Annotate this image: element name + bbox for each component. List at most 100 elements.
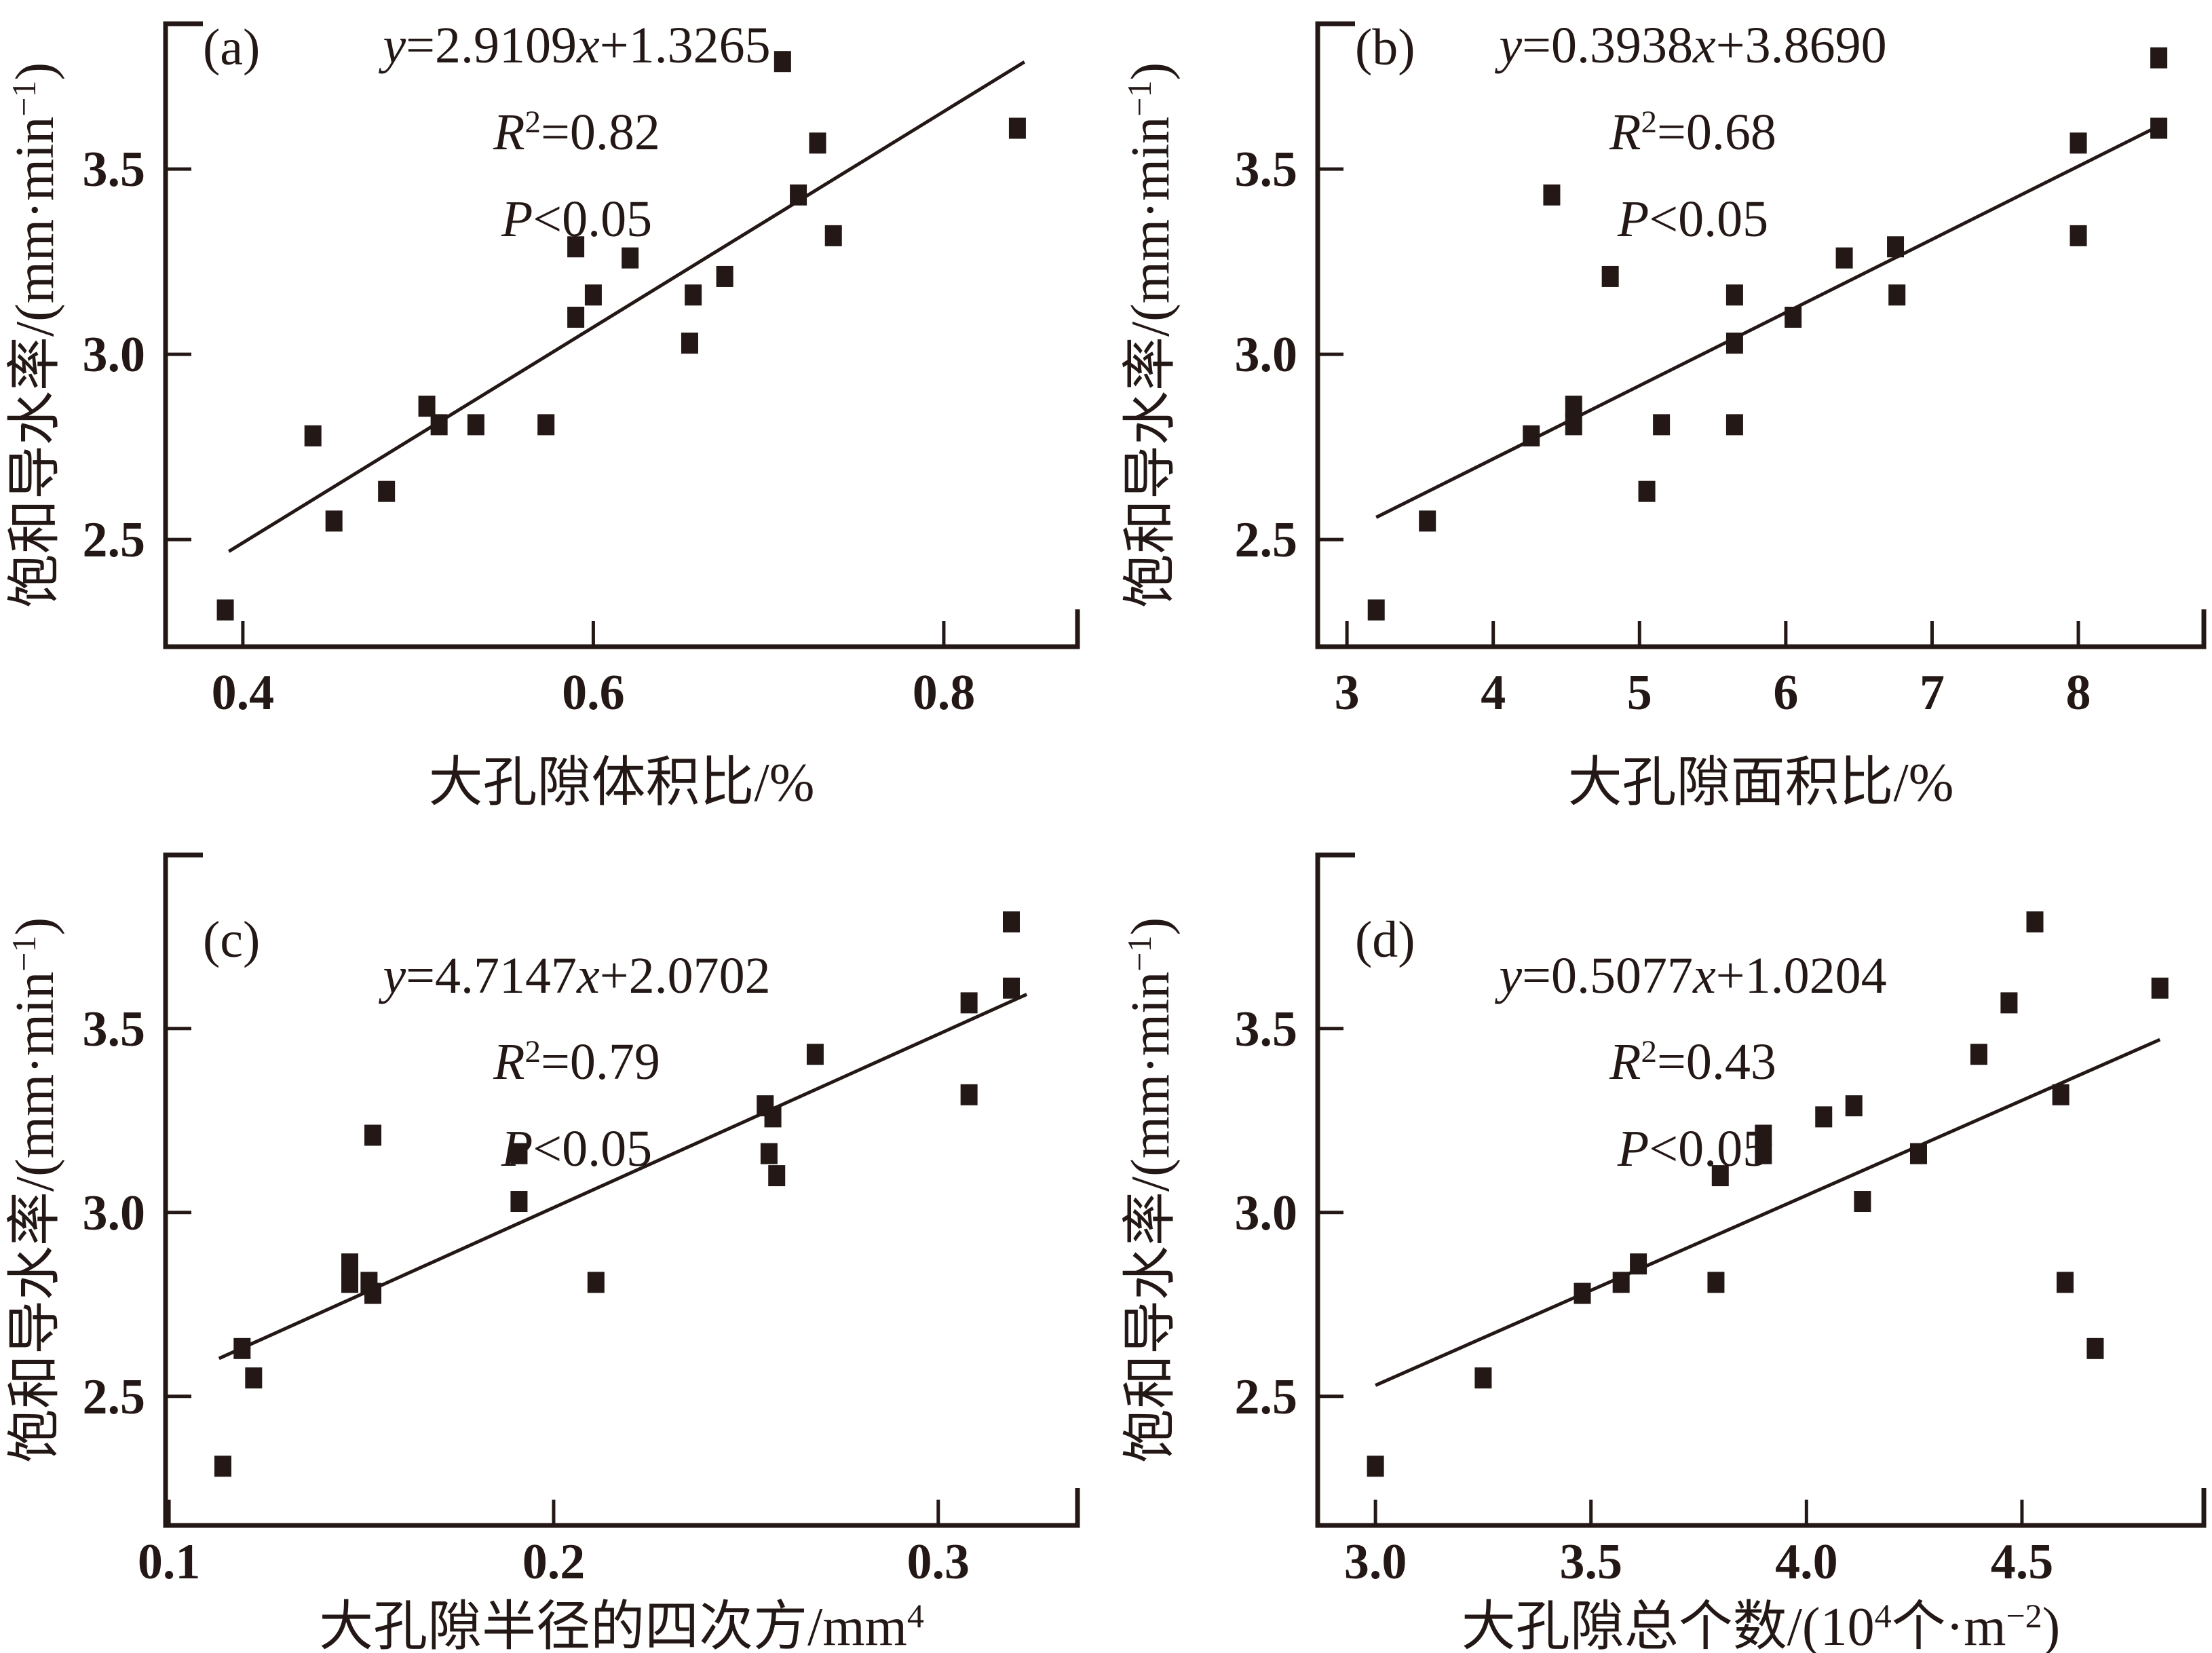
tick-marks [1318, 167, 2080, 647]
data-point [1815, 1106, 1833, 1128]
svg-text:3.0: 3.0 [1235, 1185, 1298, 1241]
svg-text:3: 3 [1335, 665, 1360, 721]
data-point [1909, 1143, 1927, 1164]
trend-line [1375, 1038, 2161, 1387]
y-tick-labels: 2.5 3.0 3.5 [83, 142, 146, 568]
x-tick-labels: 0.4 0.6 0.8 [212, 665, 976, 721]
svg-text:2.5: 2.5 [83, 512, 146, 568]
y-axis-title: 饱和导水率/(mm·min−1) [1120, 917, 1181, 1463]
data-point [214, 1456, 231, 1477]
data-point [806, 1044, 824, 1065]
data-point [567, 307, 585, 328]
data-point [2150, 47, 2168, 69]
data-point [1755, 1143, 1772, 1164]
x-axis-title: 大孔隙半径的四次方/mm4 [319, 1597, 924, 1653]
scatter-points [1367, 911, 2169, 1477]
p-value-text: P<0.05 [1617, 191, 1768, 248]
data-point [824, 225, 842, 246]
y-axis-title: 饱和导水率/(mm·min−1) [5, 62, 65, 608]
data-point [304, 425, 322, 446]
data-point [341, 1253, 359, 1275]
data-point [1565, 414, 1582, 436]
data-point [1612, 1272, 1630, 1293]
data-point [1887, 236, 1905, 258]
r-squared-text: R2=0.79 [493, 1033, 660, 1090]
svg-text:3.5: 3.5 [83, 142, 146, 197]
x-axis-title: 大孔隙总个数/(104个·m−2) [1462, 1597, 2061, 1653]
equation-text: y=2.9109x+1.3265 [378, 17, 770, 74]
data-point [510, 1191, 528, 1213]
data-point [418, 396, 436, 417]
data-point [2086, 1337, 2104, 1359]
data-point [1419, 510, 1436, 532]
trend-line [218, 993, 1028, 1361]
r-squared-text: R2=0.68 [1609, 104, 1776, 161]
data-point [1523, 425, 1540, 446]
tick-marks [166, 1027, 940, 1525]
data-point [2070, 225, 2087, 246]
data-point [1003, 911, 1021, 933]
panel-letter: (d) [1355, 911, 1415, 968]
data-point [364, 1282, 382, 1304]
data-point [685, 284, 702, 306]
data-point [587, 1272, 605, 1293]
svg-text:2.5: 2.5 [83, 1369, 146, 1425]
trend-line [1375, 123, 2163, 519]
data-point [1367, 1456, 1384, 1477]
data-point [2070, 132, 2087, 154]
data-point [1638, 480, 1656, 502]
data-point [584, 284, 602, 306]
svg-text:4.0: 4.0 [1775, 1534, 1838, 1590]
data-point [760, 1143, 778, 1164]
data-point [341, 1272, 359, 1293]
data-point [2000, 992, 2018, 1014]
svg-text:6: 6 [1773, 665, 1798, 721]
svg-text:5: 5 [1627, 665, 1652, 721]
data-point [430, 414, 448, 436]
scatter-points [216, 51, 1026, 621]
data-point [2026, 911, 2044, 933]
data-point [1725, 332, 1743, 354]
svg-text:0.1: 0.1 [138, 1534, 201, 1590]
p-value-text: P<0.05 [1617, 1120, 1768, 1177]
data-point [2151, 977, 2169, 999]
data-point [325, 510, 343, 532]
svg-text:3.5: 3.5 [1235, 1002, 1298, 1057]
svg-text:8: 8 [2066, 665, 2091, 721]
data-point [1653, 414, 1671, 436]
data-point [1367, 599, 1385, 621]
data-point [216, 599, 234, 621]
panel-c: 0.1 0.2 0.3 2.5 3.0 3.5 (c) y=4.7147x+2.0702 R2=… [5, 852, 1080, 1653]
svg-text:0.2: 0.2 [522, 1534, 586, 1590]
data-point [1543, 184, 1561, 206]
axes [1315, 852, 2207, 1528]
data-point [1970, 1044, 1987, 1065]
data-point [1711, 1165, 1729, 1187]
trend-line [227, 60, 1026, 553]
data-point [960, 1084, 978, 1105]
data-point [245, 1367, 263, 1389]
y-tick-labels: 2.5 3.0 3.5 [1235, 142, 1298, 568]
data-point [1725, 284, 1743, 306]
svg-text:3.0: 3.0 [83, 1185, 146, 1241]
svg-text:4: 4 [1481, 665, 1506, 721]
tick-marks [166, 167, 946, 647]
svg-text:3.0: 3.0 [83, 327, 146, 383]
data-point [622, 247, 639, 269]
data-point [567, 236, 585, 258]
y-axis-title: 饱和导水率/(mm·min−1) [1120, 62, 1181, 608]
data-point [233, 1337, 251, 1359]
axes [1315, 21, 2207, 649]
panel-letter: (c) [203, 911, 260, 968]
x-tick-labels: 0.1 0.2 0.3 [138, 1534, 970, 1590]
data-point [1574, 1282, 1591, 1304]
data-point [2056, 1272, 2074, 1293]
data-point [1835, 247, 1853, 269]
data-point [1854, 1191, 1871, 1213]
data-point [790, 184, 807, 206]
panel-b: 3 4 5 6 7 8 2.5 3.0 3.5 (b) y=0.3938x+3.8690 R2=0.6… [1120, 17, 2207, 813]
data-point [1755, 1124, 1772, 1146]
data-point [774, 51, 791, 73]
